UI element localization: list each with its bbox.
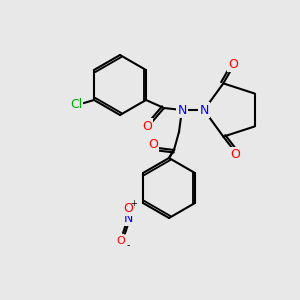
Text: N: N — [199, 103, 209, 116]
Text: O: O — [123, 202, 133, 214]
Text: O: O — [117, 236, 125, 246]
Text: -: - — [126, 240, 130, 250]
Text: N: N — [177, 103, 187, 116]
Text: O: O — [228, 58, 238, 71]
Text: N: N — [123, 212, 133, 224]
Text: +: + — [130, 199, 137, 208]
Text: O: O — [142, 119, 152, 133]
Text: O: O — [230, 148, 240, 161]
Text: Cl: Cl — [70, 98, 82, 112]
Text: O: O — [148, 139, 158, 152]
